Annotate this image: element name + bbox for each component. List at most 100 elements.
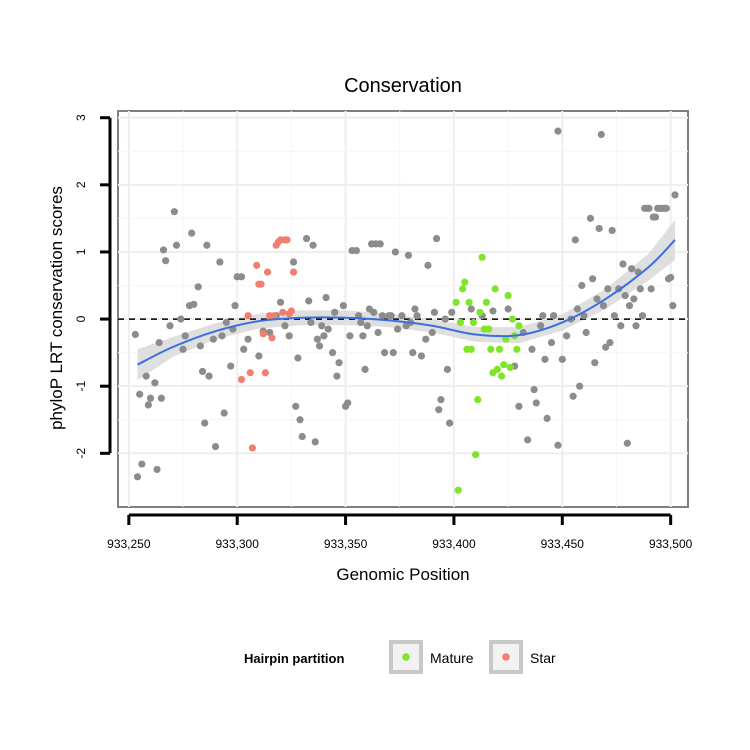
point-other (276, 298, 285, 306)
point-star (253, 261, 261, 269)
point-mature (508, 315, 517, 323)
point-other (292, 402, 300, 410)
legend-label-mature: Mature (430, 650, 474, 666)
point-other (361, 365, 369, 374)
point-other (157, 394, 165, 402)
point-other (435, 406, 443, 414)
point-other (671, 191, 679, 199)
point-other (302, 234, 311, 243)
point-other (443, 365, 452, 374)
point-mature (515, 322, 523, 330)
point-other (669, 302, 677, 310)
point-mature (487, 345, 495, 353)
y-tick-label: 2 (74, 181, 88, 188)
point-other (357, 318, 365, 327)
point-mature (482, 298, 491, 306)
point-other (289, 258, 298, 266)
point-other (645, 204, 653, 212)
point-other (391, 248, 400, 256)
point-star (268, 334, 276, 342)
point-other (285, 332, 293, 340)
point-other (170, 208, 178, 216)
point-other (324, 325, 332, 333)
point-other (339, 302, 347, 310)
legend-label-star: Star (530, 650, 556, 666)
point-other (602, 343, 610, 351)
point-star (289, 268, 298, 276)
point-other (625, 302, 634, 310)
point-other (205, 372, 213, 380)
gridlines (118, 111, 688, 507)
point-other (393, 325, 402, 333)
point-other (159, 246, 168, 254)
point-other (144, 401, 152, 409)
point-other (315, 342, 324, 350)
point-other (162, 257, 170, 265)
chart-title: Conservation (344, 75, 462, 97)
point-other (539, 312, 547, 320)
y-tick-label: -2 (74, 448, 88, 459)
point-other (610, 312, 618, 320)
point-star (246, 369, 254, 377)
point-other (136, 390, 144, 398)
y-axis-label: phyloP LRT conservation scores (47, 186, 66, 430)
x-tick-label: 933,450 (541, 537, 585, 551)
point-star (257, 280, 265, 288)
point-other (409, 349, 417, 357)
point-star (237, 375, 246, 384)
point-other (489, 307, 497, 315)
point-other (216, 258, 224, 266)
point-other (621, 291, 629, 300)
point-other (606, 338, 614, 347)
point-other (543, 414, 551, 423)
point-other (558, 355, 566, 363)
x-tick-label: 933,400 (432, 537, 476, 551)
point-star (263, 268, 272, 276)
points-layer (131, 127, 679, 494)
point-other (188, 229, 196, 237)
point-other (198, 367, 207, 376)
point-other (504, 305, 512, 313)
point-other (578, 281, 586, 290)
y-tick-label: 3 (74, 114, 88, 121)
point-other (515, 402, 523, 410)
point-other (370, 308, 378, 316)
smooth-trend-line (137, 239, 676, 366)
point-other (593, 295, 601, 303)
point-other (424, 261, 432, 269)
legend-title: Hairpin partition (244, 651, 344, 666)
point-star (287, 307, 295, 315)
point-other (563, 332, 571, 340)
point-other (404, 251, 413, 259)
point-other (591, 359, 599, 367)
point-other (201, 419, 209, 427)
point-other (389, 349, 397, 357)
y-tick-label: 1 (74, 248, 88, 255)
point-other (190, 300, 198, 308)
point-mature (504, 291, 512, 300)
point-other (305, 297, 313, 305)
point-other (623, 439, 631, 447)
point-other (203, 241, 211, 249)
point-mature (461, 278, 469, 286)
x-tick-label: 933,300 (216, 537, 260, 551)
point-other (281, 322, 289, 330)
point-star (259, 330, 267, 338)
point-mature (469, 318, 478, 327)
y-tick-label: 0 (74, 315, 88, 322)
point-other (177, 315, 185, 323)
point-other (218, 332, 226, 340)
point-other (318, 322, 326, 330)
point-mature (493, 365, 501, 374)
point-other (550, 312, 558, 320)
point-other (437, 396, 445, 404)
point-other (537, 322, 545, 330)
point-other (541, 355, 549, 363)
point-other (428, 328, 436, 337)
point-star (270, 312, 278, 320)
point-other (222, 318, 230, 327)
point-other (380, 349, 389, 357)
point-mature (513, 345, 521, 353)
point-other (595, 224, 603, 233)
point-other (647, 285, 655, 293)
